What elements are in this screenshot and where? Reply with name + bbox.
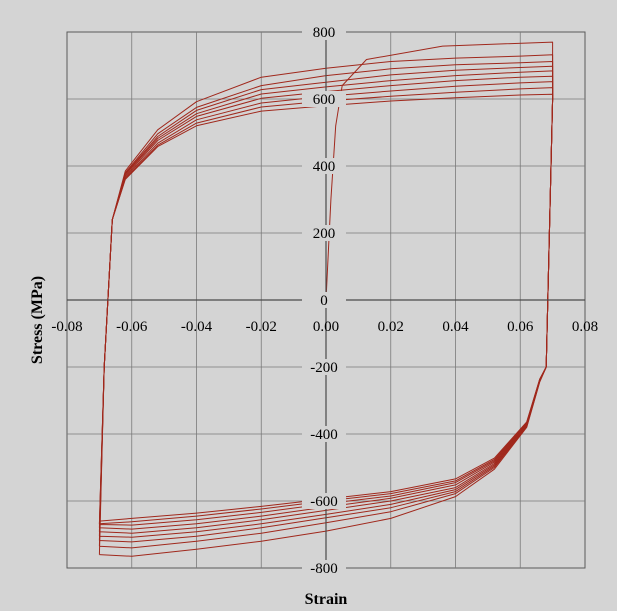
y-tick-label: -400	[310, 427, 338, 443]
y-axis-label: Stress (MPa)	[29, 276, 46, 364]
y-tick-label-bg	[302, 24, 346, 40]
x-axis-label: Strain	[305, 591, 348, 608]
y-tick-label: 0	[320, 293, 328, 309]
y-tick-label: 200	[313, 226, 336, 242]
y-tick-label: -800	[310, 561, 338, 577]
y-tick-label-bg	[302, 91, 346, 107]
y-tick-label-bg	[302, 359, 346, 375]
tick-labels: -0.08 -0.06 -0.04 -0.02 0.00 0.02 0.04 0.06 0.08…	[51, 24, 598, 577]
y-tick-label: 600	[313, 92, 336, 108]
x-tick-label: 0.08	[572, 319, 598, 335]
x-tick-label: -0.02	[246, 319, 277, 335]
y-tick-label-bg	[302, 158, 346, 174]
y-tick-label-bg	[302, 292, 346, 308]
x-tick-label: 0.02	[378, 319, 404, 335]
y-tick-label-bg	[302, 426, 346, 442]
y-tick-label: 800	[313, 25, 336, 41]
x-tick-label: -0.06	[116, 319, 148, 335]
x-tick-label: -0.08	[51, 319, 82, 335]
x-tick-label: 0.04	[442, 319, 469, 335]
y-tick-label-bg	[302, 560, 346, 576]
y-tick-label-bg	[302, 225, 346, 241]
x-tick-label: 0.00	[313, 319, 339, 335]
y-tick-label-bg	[302, 493, 346, 509]
y-tick-label: -600	[310, 494, 338, 510]
x-tick-label: -0.04	[181, 319, 213, 335]
y-tick-label: 400	[313, 159, 336, 175]
y-tick-label: -200	[310, 360, 338, 376]
x-tick-label: 0.06	[507, 319, 534, 335]
